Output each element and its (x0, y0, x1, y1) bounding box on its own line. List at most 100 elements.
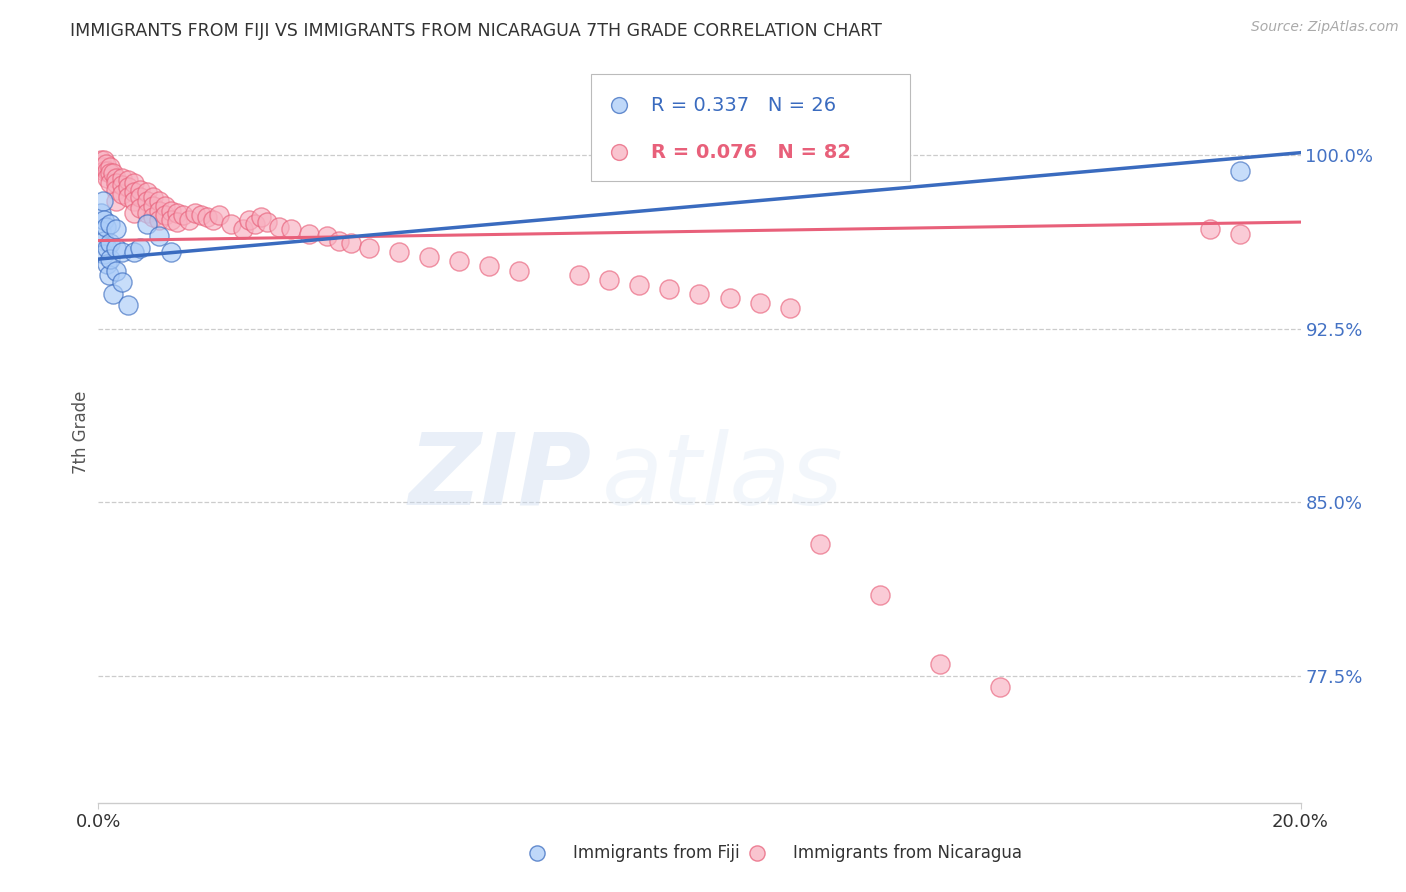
Point (658, 282, 681, 296)
Point (148, 212, 170, 227)
Point (159, 245, 181, 260)
Point (256, 215, 278, 229)
Point (153, 208, 176, 222)
Point (159, 212, 181, 227)
Point (100, 176, 122, 190)
Point (298, 227, 321, 241)
Point (447, 254, 470, 268)
Point (94, 219, 117, 234)
Point (124, 176, 146, 190)
Point (628, 277, 651, 292)
Point (172, 208, 194, 222)
Point (148, 203, 170, 218)
Point (141, 211, 163, 225)
Point (90, 224, 112, 238)
Point (1229, 227, 1251, 241)
Point (98, 268, 121, 283)
Point (103, 286, 125, 301)
Point (129, 183, 152, 197)
Point (166, 215, 188, 229)
Point (1229, 164, 1251, 178)
Text: IMMIGRANTS FROM FIJI VS IMMIGRANTS FROM NICARAGUA 7TH GRADE CORRELATION CHART: IMMIGRANTS FROM FIJI VS IMMIGRANTS FROM … (70, 22, 882, 40)
Point (105, 171, 128, 186)
Text: R = 0.076   N = 82: R = 0.076 N = 82 (651, 143, 852, 161)
Point (105, 183, 128, 197)
Point (111, 187, 134, 202)
Text: R = 0.337   N = 26: R = 0.337 N = 26 (651, 95, 837, 115)
Point (105, 194, 128, 209)
Point (117, 173, 139, 187)
Point (201, 212, 224, 227)
Point (243, 218, 266, 232)
Point (689, 286, 711, 301)
Point (90, 153, 112, 167)
Point (718, 292, 741, 306)
Point (808, 536, 831, 550)
Point (124, 245, 146, 260)
Point (315, 229, 337, 244)
Point (183, 206, 205, 220)
Point (105, 222, 128, 236)
Point (105, 263, 128, 277)
Point (129, 241, 152, 255)
Point (96, 257, 118, 271)
Point (117, 189, 139, 203)
Point (100, 167, 122, 181)
Point (208, 208, 231, 222)
Point (124, 194, 146, 209)
Point (105, 176, 128, 190)
Point (568, 268, 591, 283)
Text: Immigrants from Fiji: Immigrants from Fiji (574, 844, 740, 863)
Point (232, 222, 254, 236)
Point (340, 235, 363, 250)
Point (93, 247, 115, 261)
Point (93, 164, 115, 178)
Point (148, 229, 170, 244)
Point (388, 245, 411, 260)
Point (141, 189, 163, 203)
Point (96, 171, 118, 186)
Point (93, 212, 115, 227)
Point (94, 157, 117, 171)
Point (869, 588, 891, 602)
Point (129, 201, 152, 215)
Point (190, 208, 212, 222)
Point (103, 167, 125, 181)
Point (357, 241, 380, 255)
Point (219, 218, 242, 232)
Text: ZIP: ZIP (408, 428, 592, 525)
Point (100, 235, 122, 250)
Point (117, 298, 139, 312)
Point (111, 275, 134, 289)
Point (779, 301, 801, 315)
Point (249, 211, 271, 225)
Point (418, 250, 440, 264)
Point (328, 234, 350, 248)
Point (153, 199, 176, 213)
Point (100, 218, 122, 232)
Point (135, 185, 157, 199)
Point (280, 222, 302, 236)
FancyBboxPatch shape (592, 73, 910, 181)
Point (598, 273, 620, 287)
Point (111, 171, 134, 186)
Point (105, 241, 128, 255)
Point (124, 185, 146, 199)
Point (159, 203, 181, 218)
Point (91, 160, 114, 174)
Point (93, 153, 115, 167)
Point (111, 178, 134, 192)
Point (135, 218, 157, 232)
Point (90, 206, 112, 220)
Text: Immigrants from Nicaragua: Immigrants from Nicaragua (793, 844, 1022, 863)
Point (100, 252, 122, 266)
Point (195, 211, 218, 225)
Point (238, 212, 260, 227)
Point (135, 206, 157, 220)
Point (748, 296, 770, 310)
Point (96, 241, 118, 255)
Point (135, 194, 157, 209)
Point (117, 180, 139, 194)
Point (100, 160, 122, 174)
Point (508, 263, 530, 277)
